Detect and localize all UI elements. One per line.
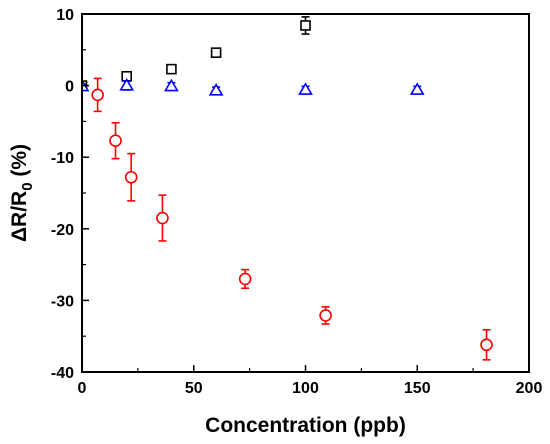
y-axis-ticks: -40 -30 -20 -10 0 10 — [51, 7, 89, 382]
series-triangle — [82, 78, 425, 96]
x-tick-label: 50 — [185, 380, 203, 397]
y-tick-label: -40 — [51, 365, 74, 382]
x-tick-label: 200 — [516, 380, 543, 397]
series-square — [82, 16, 311, 91]
y-axis-title: ΔR/R0 (%) — [8, 144, 36, 242]
y-tick-label: -30 — [51, 293, 74, 310]
x-tick-label: 100 — [292, 380, 319, 397]
y-axis-title-main: ΔR/R — [8, 191, 31, 242]
x-axis-title: Concentration (ppb) — [205, 414, 406, 437]
x-tick-label: 150 — [404, 380, 431, 397]
data-point-circle — [480, 338, 493, 352]
chart-marks — [82, 16, 493, 361]
data-point-triangle — [208, 83, 224, 96]
y-tick-label: -20 — [51, 222, 74, 239]
y-tick-label: 10 — [56, 7, 74, 24]
plot-frame — [81, 13, 530, 373]
x-axis-ticks: 0 50 100 150 200 — [78, 365, 543, 397]
data-point-square — [300, 20, 311, 31]
data-point-circle — [109, 134, 122, 148]
data-point-triangle — [164, 78, 179, 92]
data-point-circle — [124, 170, 138, 184]
data-point-circle — [319, 309, 332, 322]
data-point-triangle — [119, 78, 135, 91]
data-point-circle — [156, 211, 169, 225]
y-tick-label: -10 — [51, 150, 74, 167]
y-axis-title-suffix: (%) — [8, 144, 31, 183]
data-point-square — [210, 47, 222, 58]
plot-area — [82, 16, 493, 361]
data-point-circle — [91, 88, 104, 102]
data-point-circle — [238, 272, 252, 286]
series-circle — [91, 77, 493, 361]
y-tick-label: 0 — [65, 79, 74, 96]
x-tick-label: 0 — [78, 380, 87, 397]
y-axis-title-subscript: 0 — [19, 182, 36, 190]
data-point-triangle — [409, 82, 425, 95]
data-point-triangle — [298, 82, 313, 95]
data-point-square — [166, 63, 177, 75]
